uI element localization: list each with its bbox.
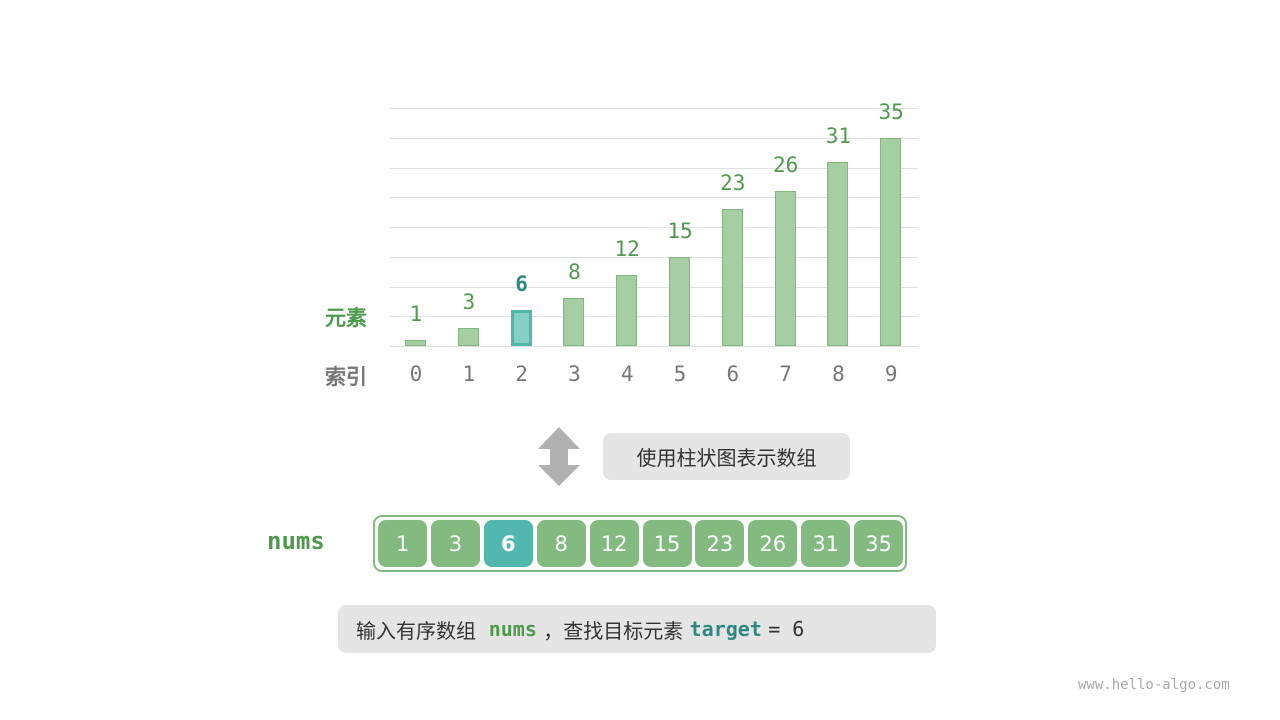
bar xyxy=(405,340,426,346)
index-tick-label: 9 xyxy=(884,362,898,386)
array-cell: 23 xyxy=(695,520,745,567)
bar xyxy=(721,209,743,346)
bar-value-label: 31 xyxy=(825,123,852,148)
bar xyxy=(774,191,796,346)
array-container xyxy=(373,515,907,572)
index-tick-label: 3 xyxy=(568,362,581,386)
bar xyxy=(457,328,479,346)
bar-value-label: 6 xyxy=(515,272,528,297)
index-row-label: 索引 xyxy=(325,365,367,389)
bar-value-label: 15 xyxy=(667,218,693,243)
index-tick-label: 5 xyxy=(673,362,687,386)
caption-nums: nums xyxy=(488,617,537,641)
array-name: nums xyxy=(267,527,325,555)
array-cell: 8 xyxy=(536,520,586,567)
index-tick-label: 1 xyxy=(462,362,476,386)
double-arrow-icon xyxy=(538,427,580,486)
bar xyxy=(880,137,902,346)
watermark: www.hello-algo.com xyxy=(1078,677,1230,693)
gridline xyxy=(390,227,918,228)
array-cell: 26 xyxy=(748,520,798,567)
gridline xyxy=(390,316,918,318)
bar xyxy=(669,256,690,346)
array-cell: 6 xyxy=(483,520,533,567)
bar-value-label: 35 xyxy=(878,99,904,124)
bar-value-label: 23 xyxy=(720,171,746,196)
gridline xyxy=(390,197,918,199)
gridline xyxy=(390,137,918,139)
bar xyxy=(563,298,585,346)
array-cell: 35 xyxy=(854,520,904,567)
caption-target: target xyxy=(689,617,762,641)
index-tick-label: 7 xyxy=(779,362,792,386)
index-tick-label: 8 xyxy=(832,362,845,386)
bar xyxy=(616,274,638,346)
array-cell: 31 xyxy=(801,520,851,567)
bar-value-label: 26 xyxy=(772,153,799,178)
value-row-label: 元素 xyxy=(325,306,367,330)
gridline xyxy=(390,286,918,288)
bar xyxy=(827,161,849,346)
array-cell: 12 xyxy=(589,520,639,567)
caption-prefix: 输入有序数组 xyxy=(356,618,476,643)
array-cell: 3 xyxy=(430,520,480,567)
arrow-label: 使用柱状图表示数组 xyxy=(603,433,850,480)
gridline xyxy=(390,346,918,347)
bar-value-label: 8 xyxy=(568,260,581,285)
caption-eq: = 6 xyxy=(768,617,805,641)
bar xyxy=(510,310,532,346)
bar-value-label: 1 xyxy=(409,302,423,327)
index-tick-label: 0 xyxy=(409,362,423,386)
bar-value-label: 3 xyxy=(462,290,476,315)
caption: 输入有序数组 nums ，查找目标元素 target = 6 xyxy=(338,605,936,653)
gridline xyxy=(390,108,918,109)
bar-value-label: 12 xyxy=(614,236,640,261)
array-cell: 15 xyxy=(642,520,692,567)
array-cell: 1 xyxy=(378,520,427,567)
gridline xyxy=(390,256,918,258)
index-tick-label: 2 xyxy=(515,362,528,386)
gridline xyxy=(390,167,918,169)
caption-middle: ，查找目标元素 xyxy=(543,618,684,643)
index-tick-label: 4 xyxy=(620,362,634,386)
index-tick-label: 6 xyxy=(726,362,740,386)
